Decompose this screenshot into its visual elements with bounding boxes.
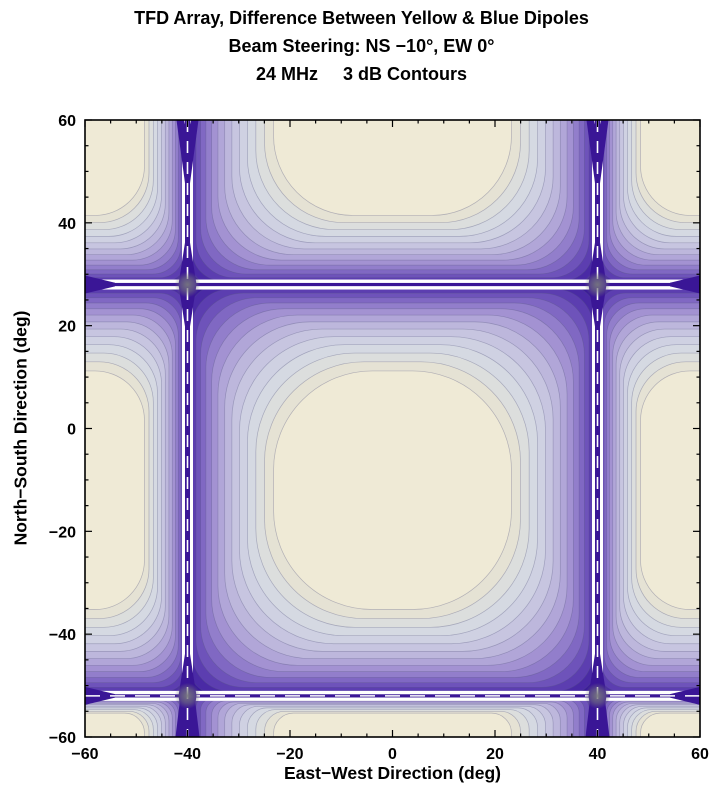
x-tick-label: −60 xyxy=(71,746,98,763)
null-line-vertical xyxy=(185,120,190,737)
saddle-point-marker xyxy=(174,271,201,298)
y-tick-label: −60 xyxy=(49,730,76,747)
chart-title: TFD Array, Difference Between Yellow & B… xyxy=(134,8,589,28)
x-tick-label: −40 xyxy=(174,746,201,763)
contour-cell xyxy=(187,284,598,696)
null-line-horizontal xyxy=(85,282,700,287)
y-tick-label: 0 xyxy=(67,422,76,439)
y-tick-label: −20 xyxy=(49,524,76,541)
x-tick-label: 60 xyxy=(691,746,709,763)
y-axis-label: North−South Direction (deg) xyxy=(10,310,31,546)
x-tick-label: 0 xyxy=(388,746,397,763)
contour-cell xyxy=(597,120,700,285)
chart-titles: TFD Array, Difference Between Yellow & B… xyxy=(0,4,723,88)
contour-cell xyxy=(85,284,188,696)
chart-annotation: 24 MHz 3 dB Contours xyxy=(255,64,468,84)
y-tick-label: −40 xyxy=(49,627,76,644)
saddle-point-marker xyxy=(584,271,611,298)
contour-cell xyxy=(187,120,598,285)
plot-area xyxy=(85,120,700,737)
contour-cell xyxy=(597,284,700,696)
y-tick-label: 60 xyxy=(58,113,76,130)
y-tick-label: 40 xyxy=(58,216,76,233)
x-tick-label: 40 xyxy=(589,746,607,763)
x-tick-label: −20 xyxy=(276,746,303,763)
plot-frame xyxy=(84,119,701,738)
x-tick-label: 20 xyxy=(486,746,504,763)
chart-subtitle: Beam Steering: NS −10°, EW 0° xyxy=(228,36,495,56)
contour-cell xyxy=(85,120,188,285)
saddle-point-marker xyxy=(174,682,201,709)
null-line-vertical xyxy=(595,120,600,737)
y-tick-label: 20 xyxy=(58,319,76,336)
x-axis-label: East−West Direction (deg) xyxy=(283,763,501,783)
contour-cell xyxy=(597,695,700,737)
saddle-point-marker xyxy=(584,682,611,709)
